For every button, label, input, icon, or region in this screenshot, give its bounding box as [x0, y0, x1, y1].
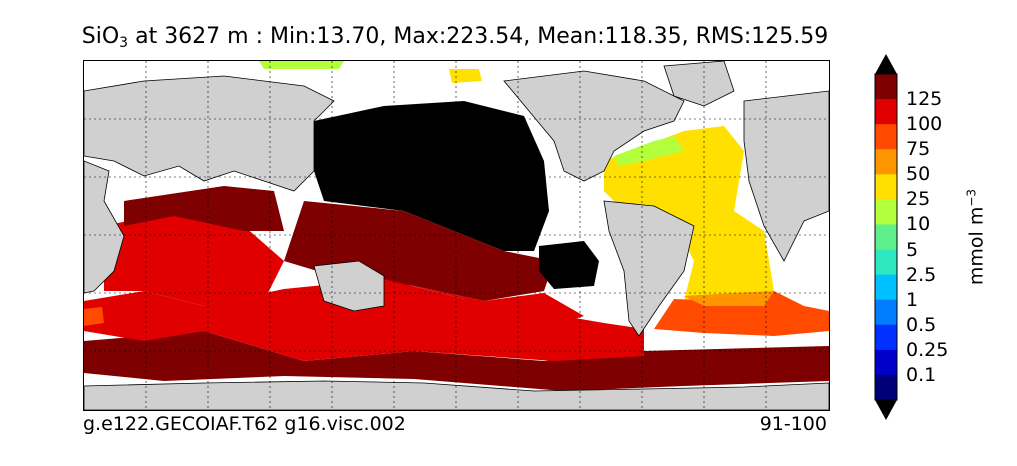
atlantic-orange-band — [684, 291, 774, 306]
southern-red-region — [84, 279, 644, 361]
title-variable: SiO — [81, 24, 120, 49]
east-pacific-max — [539, 241, 599, 289]
west-edge-orange — [84, 307, 104, 326]
colorbar-swatch — [875, 299, 897, 326]
colorbar-swatch — [875, 199, 897, 225]
colorbar-units: mmol m−3 — [964, 189, 987, 285]
colorbar-swatch — [875, 249, 897, 276]
land-australia — [313, 260, 385, 312]
pacific-south-red — [334, 276, 584, 329]
colorbar-tick-label: 2.5 — [906, 263, 937, 286]
north-pacific-max — [314, 101, 549, 251]
atlantic-yellow — [604, 126, 774, 301]
case-name: g.e122.GECOIAF.T62 g16.visc.002 — [83, 413, 406, 435]
colorbar-swatch — [875, 274, 897, 301]
colorbar-swatch — [875, 324, 897, 351]
atlantic-green — [614, 136, 684, 166]
units-exponent: −3 — [964, 188, 979, 207]
land-greenland — [663, 61, 735, 107]
colorbar-tick-label: 25 — [906, 188, 931, 211]
land-eurasia — [84, 75, 335, 192]
units-text: mmol m — [965, 206, 988, 286]
colorbar-swatch — [875, 124, 897, 150]
land-europe-africa-east — [743, 90, 829, 262]
colorbar-tick-label: 5 — [906, 238, 919, 261]
colorbar — [874, 54, 898, 420]
colorbar-tick-label: 0.25 — [906, 338, 949, 361]
colorbar-swatch — [875, 149, 897, 175]
land-africa — [84, 160, 125, 294]
colorbar-swatch — [875, 349, 897, 376]
colorbar-over-extension — [875, 54, 897, 74]
colorbar-swatch — [875, 374, 897, 401]
colorbar-swatch — [875, 224, 897, 251]
title-variable-subscript: 3 — [119, 35, 129, 51]
colorbar-tick-label: 50 — [906, 163, 931, 186]
arctic-green-strip — [259, 61, 344, 69]
indian-ocean-darkred — [124, 186, 284, 231]
colorbar-tick-label: 100 — [906, 113, 943, 136]
land-north-america — [503, 70, 685, 182]
colorbar-swatch — [875, 99, 897, 125]
colorbar-tick-label: 0.5 — [906, 313, 937, 336]
land-layer — [84, 61, 829, 410]
colorbar-under-extension — [875, 400, 897, 420]
year-range: 91-100 — [759, 413, 827, 435]
colorbar-tick-label: 125 — [906, 88, 943, 111]
colorbar-tick-label: 10 — [906, 213, 931, 236]
map-canvas — [84, 61, 829, 410]
colorbar-tick-label: 75 — [906, 138, 931, 161]
land-antarctica — [84, 380, 829, 410]
title-stats: at 3627 m : Min:13.70, Max:223.54, Mean:… — [128, 24, 829, 49]
colorbar-swatch — [875, 174, 897, 200]
land-south-america — [603, 200, 695, 337]
colorbar-tick-label: 1 — [906, 288, 919, 311]
colorbar-tick-label: 0.1 — [906, 363, 937, 386]
map-panel — [83, 60, 830, 411]
arctic-yellow — [449, 69, 482, 83]
graticule — [84, 61, 829, 410]
plot-title: SiO3 at 3627 m : Min:13.70, Max:223.54, … — [0, 24, 910, 51]
colorbar-swatch — [875, 74, 897, 100]
